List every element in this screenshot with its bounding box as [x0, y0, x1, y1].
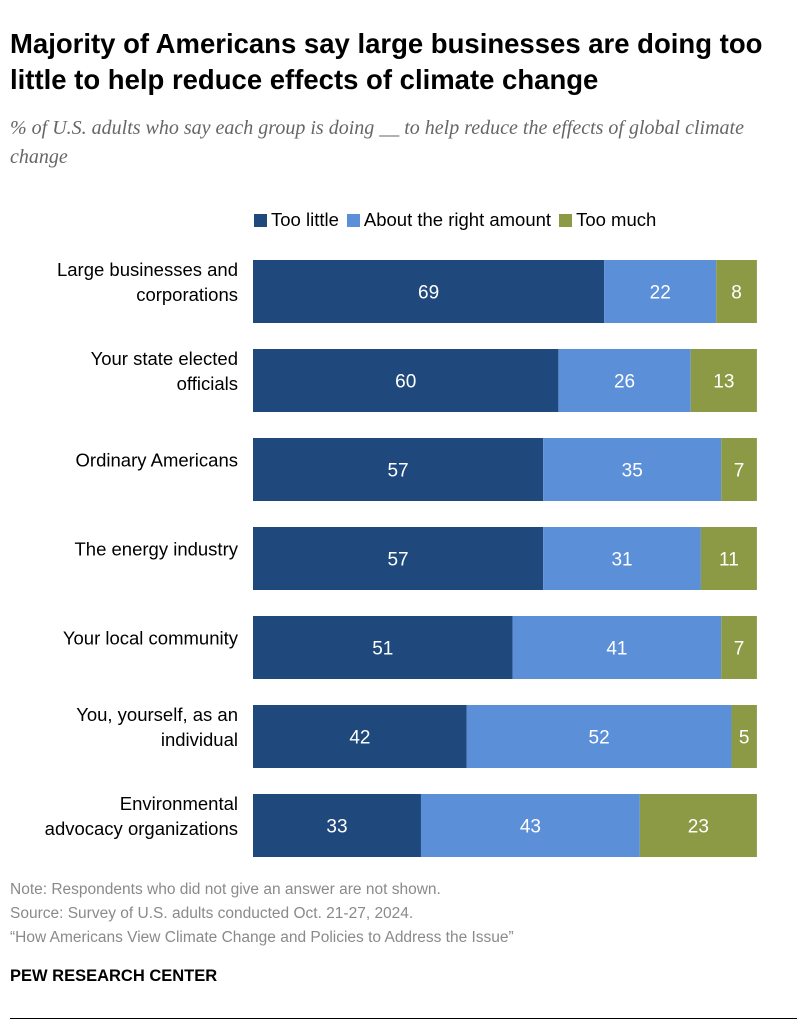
source-text: Source: Survey of U.S. adults conducted … [10, 905, 414, 922]
bar-segment-too-little [253, 260, 605, 323]
bar-segment-too-much [731, 705, 757, 768]
report-title: “How Americans View Climate Change and P… [10, 929, 514, 946]
bar-segment-about-right [604, 260, 717, 323]
data-label-too-much: 7 [734, 461, 745, 482]
legend-label-too-much: Too much [576, 209, 657, 230]
category-label: Your local community [63, 628, 239, 649]
data-label-too-little: 33 [326, 817, 347, 838]
data-label-about-right: 52 [589, 728, 610, 749]
bar-segment-too-little [253, 616, 513, 679]
legend-swatch-too-little [254, 213, 267, 227]
category-label: The energy industry [74, 539, 238, 560]
data-label-about-right: 43 [520, 817, 541, 838]
category-label: Large businesses and corporations [57, 259, 238, 305]
data-label-about-right: 22 [650, 283, 671, 304]
bar-segment-about-right [543, 527, 701, 590]
legend: Too little About the right amount Too mu… [254, 207, 664, 233]
data-label-about-right: 35 [622, 461, 643, 482]
chart-subtitle: % of U.S. adults who say each group is d… [10, 117, 744, 168]
data-label-too-much: 23 [688, 817, 709, 838]
data-label-too-much: 7 [734, 639, 745, 660]
data-label-about-right: 31 [611, 550, 632, 571]
bar-segment-about-right [466, 705, 732, 768]
bar-segment-too-little [253, 349, 559, 412]
data-label-too-little: 51 [372, 639, 393, 660]
bar-segment-too-much [700, 527, 757, 590]
data-label-too-much: 5 [739, 728, 750, 749]
data-label-too-much: 13 [713, 372, 734, 393]
bar-segment-about-right [512, 616, 722, 679]
data-label-too-little: 69 [418, 283, 439, 304]
category-label: Your state elected officials [91, 348, 238, 394]
bar-segment-too-little [253, 438, 544, 501]
data-label-about-right: 41 [606, 639, 627, 660]
legend-swatch-about-right [346, 213, 360, 227]
legend-label-too-little: Too little [271, 209, 339, 230]
note-text: Note: Respondents who did not give an an… [10, 881, 441, 898]
legend-item-about-right: About the right amount [346, 209, 552, 231]
bar-segment-too-much [721, 438, 757, 501]
data-label-too-much: 8 [731, 283, 742, 304]
bar-segment-about-right [558, 349, 691, 412]
chart-title: Majority of Americans say large business… [10, 28, 763, 95]
legend-swatch-too-much [559, 213, 573, 227]
bar-segment-too-much [690, 349, 757, 412]
category-label: Environmental advocacy organizations [45, 793, 238, 839]
legend-item-too-little: Too little [254, 209, 339, 231]
data-label-too-little: 57 [387, 550, 408, 571]
bar-segment-too-little [253, 794, 421, 857]
bar-segment-too-much [639, 794, 757, 857]
legend-item-too-much: Too much [559, 209, 656, 231]
chart-notes: Note: Respondents who did not give an an… [10, 878, 514, 950]
bar-segment-too-little [253, 527, 544, 590]
bar-segment-about-right [420, 794, 640, 857]
data-label-too-little: 42 [349, 728, 370, 749]
bar-segment-too-much [721, 616, 757, 679]
bar-segment-too-little [253, 705, 467, 768]
data-label-about-right: 26 [614, 372, 635, 393]
bottom-divider [10, 1018, 797, 1019]
category-label: You, yourself, as an individual [76, 704, 238, 750]
legend-label-about-right: About the right amount [363, 209, 552, 230]
bar-segment-too-much [716, 260, 757, 323]
stacked-bar-chart: Large businesses and corporations 69 22 8 You… [45, 259, 757, 857]
category-label: Ordinary Americans [76, 450, 238, 471]
pew-logo-text: PEW RESEARCH CENTER [10, 967, 218, 985]
data-label-too-much: 11 [719, 550, 739, 571]
bar-segment-about-right [543, 438, 722, 501]
data-label-too-little: 57 [387, 461, 408, 482]
data-label-too-little: 60 [395, 372, 416, 393]
